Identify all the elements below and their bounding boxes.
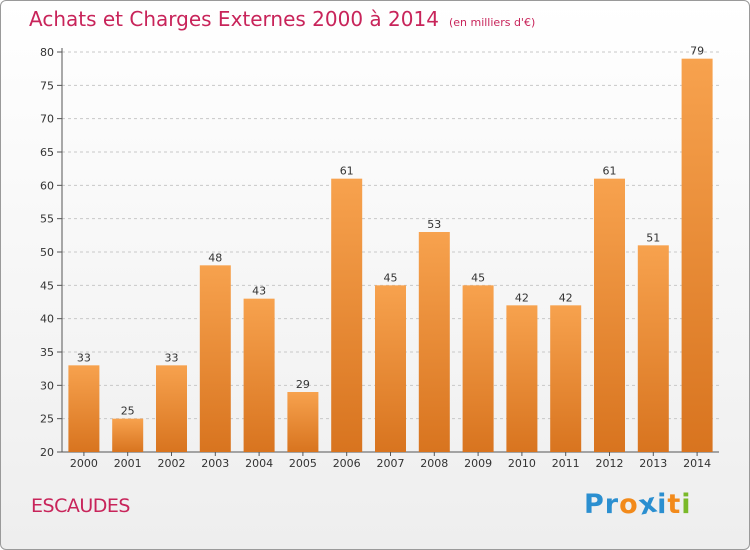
bar-2008: [418, 232, 450, 452]
x-tick-label-2001: 2001: [114, 457, 142, 470]
value-label-2004: 43: [252, 285, 266, 298]
x-tick-label-2004: 2004: [245, 457, 273, 470]
y-tick-label: 25: [40, 413, 54, 426]
y-tick-label: 80: [40, 46, 54, 59]
logo-letter: t: [667, 489, 682, 520]
value-label-2014: 79: [690, 45, 704, 58]
x-tick-label-2008: 2008: [420, 457, 448, 470]
bar-2002: [156, 365, 187, 452]
chart-title: Achats et Charges Externes 2000 à 2014 (e…: [29, 7, 535, 31]
logo-letter: P: [584, 489, 605, 520]
bar-2012: [594, 178, 625, 452]
bar-2001: [112, 418, 144, 452]
y-tick-label: 20: [40, 446, 54, 459]
x-tick-label-2010: 2010: [508, 457, 536, 470]
x-tick-label-2011: 2011: [552, 457, 580, 470]
chart-subtitle: (en milliers d'€): [448, 16, 536, 29]
value-label-2007: 45: [384, 271, 398, 284]
value-label-2003: 48: [208, 251, 222, 264]
bar-2000: [68, 365, 100, 452]
bars: [68, 58, 713, 453]
y-tick-label: 75: [40, 79, 54, 92]
x-tick-label-2002: 2002: [158, 457, 186, 470]
bar-2006: [331, 178, 363, 452]
y-tick-label: 35: [40, 346, 54, 359]
y-tick-label: 70: [40, 113, 54, 126]
value-label-2006: 61: [340, 165, 354, 178]
bar-2011: [550, 305, 582, 452]
x-tick-label-2013: 2013: [639, 457, 667, 470]
x-tick-label-2006: 2006: [333, 457, 361, 470]
bar-2004: [243, 298, 275, 452]
proxiti-logo: Proxiti: [584, 487, 692, 521]
value-label-2001: 25: [121, 405, 135, 418]
y-tick-label: 30: [40, 379, 54, 392]
value-label-2000: 33: [77, 351, 91, 364]
value-label-2012: 61: [603, 165, 617, 178]
bar-2014: [681, 58, 713, 453]
value-label-2009: 45: [471, 271, 485, 284]
y-tick-label: 50: [40, 246, 54, 259]
logo-letter: o: [619, 489, 639, 520]
x-tick-label-2000: 2000: [70, 457, 98, 470]
bar-2007: [375, 285, 406, 452]
value-label-2008: 53: [427, 218, 441, 231]
logo-letter: i: [681, 489, 692, 520]
x-tick-label-2009: 2009: [464, 457, 492, 470]
x-tick-label-2007: 2007: [377, 457, 405, 470]
x-tick-label-2014: 2014: [683, 457, 711, 470]
y-tick-label: 65: [40, 146, 54, 159]
value-label-2002: 33: [165, 351, 179, 364]
value-label-2010: 42: [515, 291, 529, 304]
value-label-2011: 42: [559, 291, 573, 304]
y-tick-label: 60: [40, 179, 54, 192]
bar-2013: [637, 245, 669, 452]
y-tick-label: 40: [40, 313, 54, 326]
logo-letter: i: [657, 489, 668, 520]
bar-2003: [199, 265, 231, 452]
value-label-2013: 51: [646, 231, 660, 244]
bar-2005: [287, 392, 319, 452]
location-name: ESCAUDES: [31, 495, 130, 517]
logo-letter: r: [604, 489, 620, 520]
y-tick-label: 55: [40, 213, 54, 226]
y-tick-label: 45: [40, 279, 54, 292]
chart-title-text: Achats et Charges Externes 2000 à 2014: [29, 7, 439, 31]
x-tick-label-2003: 2003: [201, 457, 229, 470]
x-tick-label-2005: 2005: [289, 457, 317, 470]
bar-2010: [506, 305, 538, 452]
value-label-2005: 29: [296, 378, 310, 391]
bar-2009: [462, 285, 494, 452]
x-tick-label-2012: 2012: [596, 457, 624, 470]
value-labels: 33 25 33 48 43 29 61 45 53 45 42 42 61 51 79: [77, 45, 704, 418]
